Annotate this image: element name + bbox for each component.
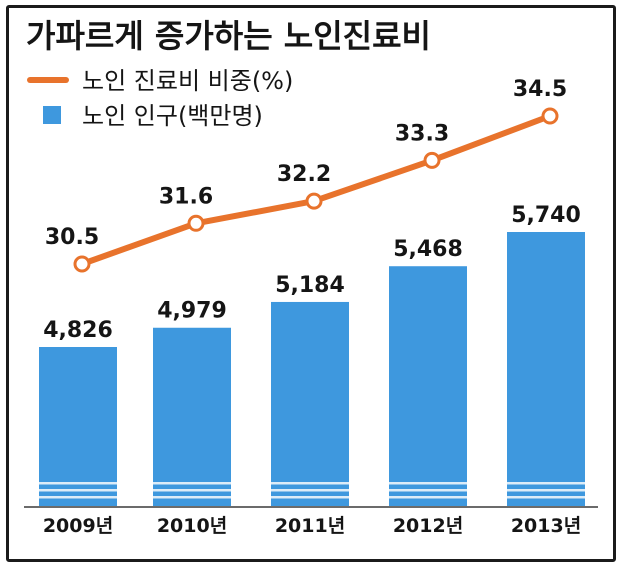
bar-rect xyxy=(507,232,585,507)
bar-value-label: 4,979 xyxy=(157,299,227,324)
bar-break-stripe xyxy=(153,482,231,485)
line-point xyxy=(541,107,559,125)
bar-value-label: 5,468 xyxy=(393,237,463,262)
bar-0 xyxy=(39,347,117,507)
bar-break-stripe xyxy=(507,496,585,499)
line-value-label: 31.6 xyxy=(159,184,213,209)
legend-item-bar: 노인 인구(백만명) xyxy=(43,102,263,130)
legend-bar-swatch xyxy=(43,106,61,124)
bar-break-stripe xyxy=(507,482,585,485)
bar-break-stripe xyxy=(39,496,117,499)
bar-4 xyxy=(507,232,585,507)
chart-title: 가파르게 증가하는 노인진료비 xyxy=(26,17,431,55)
line-value-label: 33.3 xyxy=(395,121,449,146)
line-point xyxy=(187,214,205,232)
bar-break-stripe xyxy=(271,496,349,499)
x-tick-label: 2009년 xyxy=(43,515,113,537)
bar-value-label: 5,740 xyxy=(511,203,581,228)
line-labels: 30.5 31.6 32.2 33.3 34.5 xyxy=(45,77,567,250)
bar-break-stripe xyxy=(153,489,231,492)
bar-rect xyxy=(153,327,231,507)
line-point xyxy=(305,192,323,210)
bar-break-stripe xyxy=(39,489,117,492)
bar-rect xyxy=(271,301,349,507)
bar-3 xyxy=(389,266,467,507)
legend-bar-label: 노인 인구(백만명) xyxy=(82,102,263,130)
bar-1 xyxy=(153,327,231,507)
bar-value-label: 4,826 xyxy=(43,318,113,343)
bar-break-stripe xyxy=(271,482,349,485)
bar-break-stripe xyxy=(389,496,467,499)
legend-line-label: 노인 진료비 비중(%) xyxy=(82,67,293,95)
bar-break-stripe xyxy=(271,489,349,492)
line-path xyxy=(79,113,553,267)
legend: 노인 진료비 비중(%) 노인 인구(백만명) xyxy=(27,67,293,130)
line-series xyxy=(73,107,559,273)
bar-2 xyxy=(271,301,349,507)
bar-break-stripe xyxy=(389,489,467,492)
bar-break-stripe xyxy=(39,482,117,485)
bar-labels: 4,826 4,979 5,184 5,468 5,740 xyxy=(43,203,581,343)
bar-series xyxy=(39,232,585,507)
bar-rect xyxy=(389,266,467,507)
line-value-label: 30.5 xyxy=(45,225,99,250)
bar-break-stripe xyxy=(153,496,231,499)
x-axis-tick-labels: 2009년 2010년 2011년 2012년 2013년 xyxy=(43,515,581,537)
bar-rect xyxy=(39,347,117,507)
bar-break-stripe xyxy=(389,482,467,485)
legend-item-line: 노인 진료비 비중(%) xyxy=(27,67,293,95)
x-tick-label: 2012년 xyxy=(393,515,463,537)
x-tick-label: 2010년 xyxy=(157,515,227,537)
line-point xyxy=(73,255,91,273)
x-tick-label: 2013년 xyxy=(511,515,581,537)
line-point xyxy=(423,151,441,169)
line-value-label: 34.5 xyxy=(513,77,567,102)
line-value-label: 32.2 xyxy=(277,162,331,187)
x-tick-label: 2011년 xyxy=(275,515,345,537)
bar-value-label: 5,184 xyxy=(275,273,345,298)
bar-break-stripe xyxy=(507,489,585,492)
